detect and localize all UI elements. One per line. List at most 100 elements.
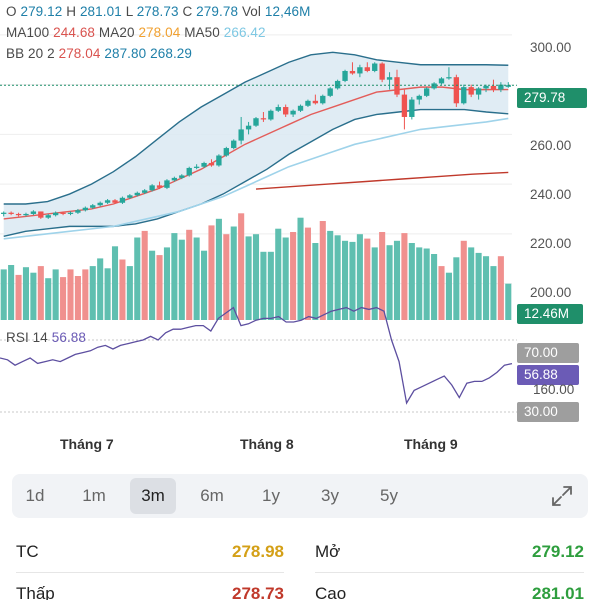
range-6m-button[interactable]: 6m bbox=[200, 486, 224, 505]
candle-body-51 bbox=[379, 63, 385, 80]
volume-bar-37 bbox=[275, 228, 282, 320]
volume-bar-11 bbox=[82, 269, 89, 320]
ma100-line bbox=[255, 171, 509, 190]
range-3y-button[interactable]: 3y bbox=[321, 486, 339, 505]
volume-bar-16 bbox=[119, 259, 126, 320]
volume-bar-47 bbox=[349, 241, 356, 320]
candle-body-21 bbox=[156, 185, 163, 188]
range-3m-button[interactable]: 3m bbox=[130, 478, 176, 514]
candle-body-60 bbox=[446, 77, 452, 79]
range-1y-button[interactable]: 1y bbox=[262, 486, 280, 505]
rsi-30-tag: 30.00 bbox=[517, 402, 579, 422]
volume-bar-54 bbox=[401, 233, 408, 320]
candle-body-13 bbox=[97, 202, 103, 206]
candle-body-35 bbox=[260, 118, 267, 120]
candle-body-22 bbox=[164, 180, 170, 188]
low-value: 278.73 bbox=[136, 4, 179, 19]
tc-label: TC bbox=[16, 542, 39, 561]
candle-body-64 bbox=[475, 88, 482, 95]
volume-bar-6 bbox=[45, 278, 52, 320]
volume-bar-29 bbox=[215, 218, 222, 320]
range-1d-button[interactable]: 1d bbox=[25, 486, 45, 505]
candle-body-68 bbox=[505, 85, 511, 87]
month-label-9: Tháng 9 bbox=[404, 436, 458, 452]
candle-body-44 bbox=[327, 88, 333, 96]
volume-bar-30 bbox=[223, 234, 230, 320]
candle-body-56 bbox=[416, 95, 422, 100]
candle-body-11 bbox=[82, 207, 89, 211]
close-value: 279.78 bbox=[196, 4, 239, 19]
price-chart[interactable] bbox=[0, 0, 600, 462]
expand-icon[interactable] bbox=[548, 482, 576, 510]
candle-body-6 bbox=[45, 215, 51, 218]
rsi-info: RSI 14 56.88 bbox=[6, 330, 86, 345]
stats-divider-right bbox=[315, 572, 584, 573]
open-label: O bbox=[6, 4, 17, 19]
high-stat-label: Cao bbox=[315, 584, 347, 600]
candle-body-47 bbox=[349, 70, 356, 74]
bb-info: BB 20 2 278.04 287.80 268.29 bbox=[6, 46, 192, 61]
candle-body-27 bbox=[201, 162, 207, 167]
volume-bar-15 bbox=[111, 246, 119, 320]
candle-body-59 bbox=[438, 78, 445, 84]
volume-bar-56 bbox=[416, 247, 423, 320]
candle-body-10 bbox=[75, 210, 81, 213]
candle-body-4 bbox=[30, 211, 37, 214]
volume-bar-4 bbox=[30, 272, 37, 320]
candle-body-45 bbox=[334, 80, 341, 89]
volume-bar-52 bbox=[386, 245, 393, 320]
month-label-7: Tháng 7 bbox=[60, 436, 114, 452]
volume-bar-8 bbox=[60, 277, 67, 320]
volume-bar-1 bbox=[8, 265, 15, 320]
price-tick-240: 240.00 bbox=[530, 187, 572, 202]
range-5y-button[interactable]: 5y bbox=[380, 486, 398, 505]
high-label: H bbox=[66, 4, 77, 19]
stats-divider-left bbox=[16, 572, 284, 573]
candle-body-24 bbox=[179, 175, 185, 178]
volume-tag: 12.46M bbox=[517, 304, 583, 324]
tc-value: 278.98 bbox=[232, 542, 284, 561]
candle-body-29 bbox=[216, 155, 222, 166]
candle-body-46 bbox=[342, 70, 348, 81]
candle-body-40 bbox=[297, 105, 304, 111]
volume-label: Vol bbox=[241, 4, 262, 19]
bollinger-upper-line bbox=[3, 51, 509, 205]
volume-bar-18 bbox=[134, 237, 141, 320]
volume-bar-34 bbox=[252, 234, 260, 320]
low-stat-value: 278.73 bbox=[232, 584, 284, 600]
volume-bar-57 bbox=[423, 248, 430, 320]
open-value: 279.12 bbox=[20, 4, 63, 19]
bollinger-band-area bbox=[3, 52, 509, 237]
bollinger-lower-line bbox=[3, 108, 509, 238]
volume-bar-68 bbox=[505, 283, 512, 320]
volume-bar-44 bbox=[327, 230, 334, 320]
volume-bar-50 bbox=[371, 247, 378, 320]
volume-bar-55 bbox=[408, 243, 415, 320]
chart-area[interactable]: O 279.12 H 281.01 L 278.73 C 279.78 Vol … bbox=[0, 0, 600, 462]
ma50-line bbox=[3, 117, 509, 240]
range-1m-button[interactable]: 1m bbox=[82, 486, 106, 505]
volume-bar-26 bbox=[193, 237, 200, 320]
candle-body-12 bbox=[90, 205, 96, 208]
volume-bar-19 bbox=[141, 230, 148, 320]
ma50-value: 266.42 bbox=[223, 25, 266, 40]
candle-body-31 bbox=[231, 140, 237, 149]
candle-body-63 bbox=[468, 87, 474, 95]
volume-bar-32 bbox=[238, 213, 245, 320]
volume-bar-40 bbox=[297, 217, 304, 320]
price-tick-220: 220.00 bbox=[530, 236, 572, 251]
candle-body-14 bbox=[104, 200, 111, 203]
candle-body-43 bbox=[320, 95, 326, 104]
candle-body-23 bbox=[171, 177, 178, 181]
candle-body-16 bbox=[119, 197, 126, 203]
volume-bar-48 bbox=[356, 234, 363, 320]
volume-bar-20 bbox=[149, 250, 156, 320]
candle-body-57 bbox=[423, 88, 430, 96]
candle-body-15 bbox=[112, 200, 118, 203]
volume-bar-42 bbox=[312, 243, 319, 320]
candle-body-18 bbox=[134, 192, 140, 196]
candle-body-0 bbox=[1, 212, 7, 214]
volume-bar-24 bbox=[178, 239, 185, 320]
stats-row-2: Thấp 278.73 Cao 281.01 bbox=[0, 574, 600, 600]
